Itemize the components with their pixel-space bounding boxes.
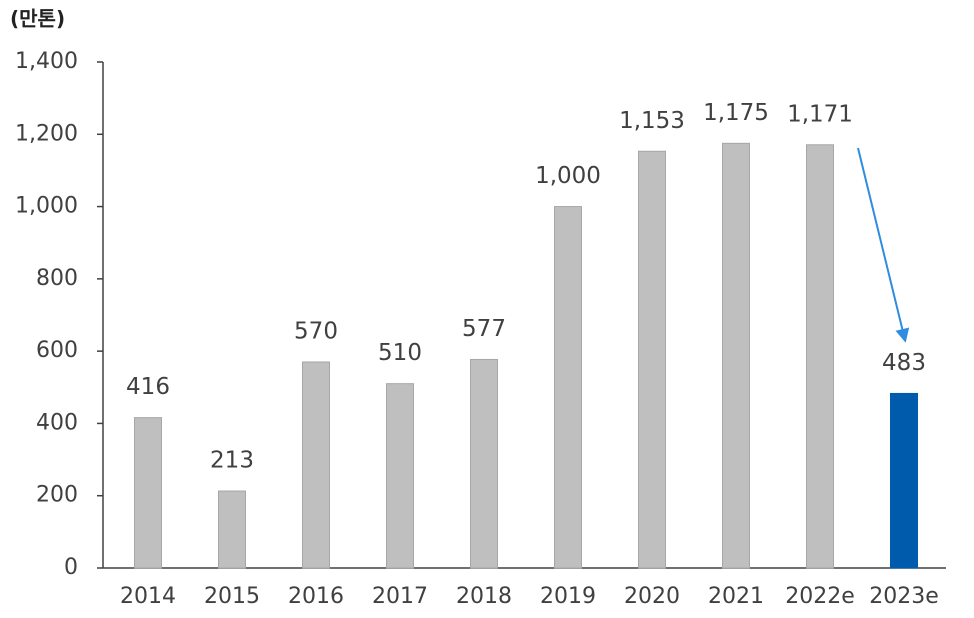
- y-tick-label: 0: [64, 555, 78, 580]
- value-label: 1,153: [619, 108, 685, 134]
- value-label: 510: [378, 340, 422, 366]
- value-label: 1,000: [535, 163, 601, 189]
- y-tick-label: 600: [36, 338, 78, 363]
- bar: [134, 417, 162, 569]
- bar: [302, 361, 330, 569]
- x-tick-label: 2020: [624, 584, 680, 609]
- x-tick-label: 2018: [456, 584, 512, 609]
- y-tick-label: 200: [36, 483, 78, 508]
- bar: [722, 142, 750, 569]
- x-tick-label: 2023e: [869, 584, 939, 609]
- value-label: 416: [126, 374, 170, 400]
- value-label: 570: [294, 318, 338, 344]
- value-label: 577: [462, 316, 506, 342]
- y-axis-label: (만톤): [10, 7, 65, 31]
- bar: [890, 392, 918, 569]
- bar: [806, 144, 834, 569]
- value-label: 1,171: [787, 101, 853, 127]
- bar: [554, 206, 582, 569]
- y-tick-label: 800: [36, 266, 78, 291]
- trend-arrow: [857, 147, 910, 343]
- x-tick-label: 2017: [372, 584, 428, 609]
- bar: [386, 383, 414, 569]
- y-tick-label: 1,000: [15, 194, 78, 219]
- y-tick-label: 400: [36, 410, 78, 435]
- value-label: 1,175: [703, 100, 769, 126]
- x-tick-label: 2019: [540, 584, 596, 609]
- bar: [638, 150, 666, 569]
- y-tick-label: 1,400: [15, 49, 78, 74]
- bar: [470, 358, 498, 569]
- x-tick-label: 2021: [708, 584, 764, 609]
- value-label: 483: [882, 350, 926, 376]
- value-label: 213: [210, 448, 254, 474]
- x-tick-label: 2015: [204, 584, 260, 609]
- x-tick-label: 2014: [120, 584, 176, 609]
- bar: [218, 490, 246, 569]
- y-tick-label: 1,200: [15, 121, 78, 146]
- x-tick-label: 2016: [288, 584, 344, 609]
- x-tick-label: 2022e: [785, 584, 855, 609]
